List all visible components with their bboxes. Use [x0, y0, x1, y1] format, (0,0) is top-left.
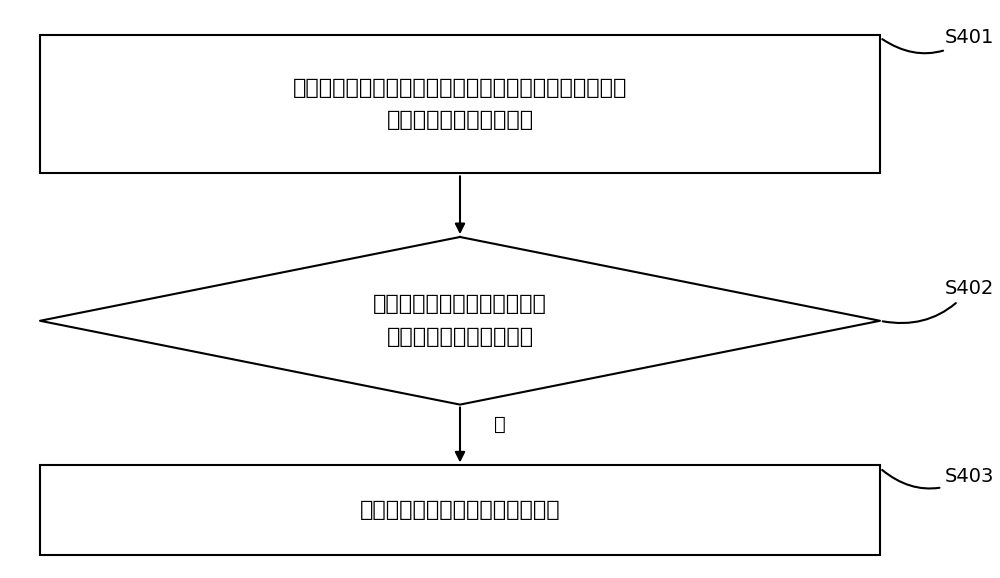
Text: 基于所述车载设备标识信息查询获得区块链上记录的所述
车辆信息对应的账户信息: 基于所述车载设备标识信息查询获得区块链上记录的所述 车辆信息对应的账户信息: [293, 77, 627, 131]
Text: 否: 否: [494, 416, 506, 434]
Text: S403: S403: [882, 468, 994, 488]
Bar: [40, 465, 880, 555]
Text: 生成充值信息发送至所述车载设备: 生成充值信息发送至所述车载设备: [360, 500, 560, 520]
Text: S401: S401: [882, 28, 994, 53]
Text: 判断所述账户中的停车费余额
是否满足当前预付款金额: 判断所述账户中的停车费余额 是否满足当前预付款金额: [373, 294, 547, 347]
Bar: [40, 35, 880, 173]
Text: S402: S402: [883, 280, 994, 323]
